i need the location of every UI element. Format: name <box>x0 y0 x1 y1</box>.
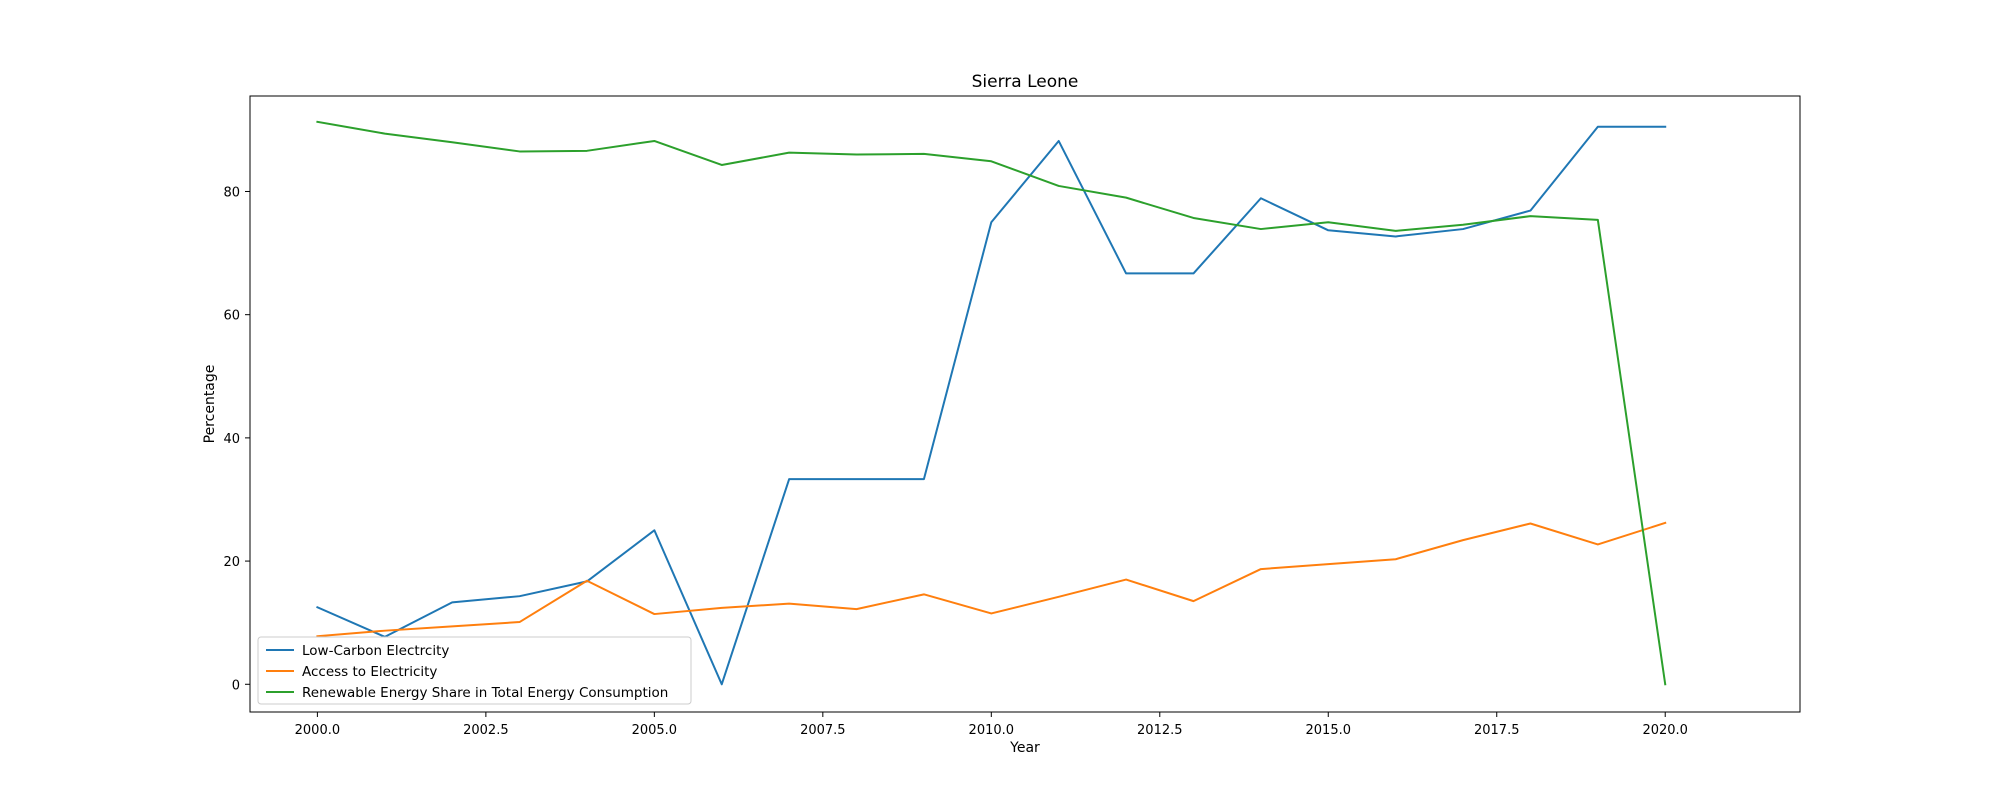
x-tick-label: 2002.5 <box>463 723 509 738</box>
legend-label-1: Low-Carbon Electrcity <box>302 643 449 659</box>
x-axis-ticks: 2000.0 2002.5 2005.0 2007.5 2010.0 2012.5 2015… <box>295 712 1688 738</box>
x-tick-label: 2012.5 <box>1137 723 1183 738</box>
x-tick-label: 2010.0 <box>969 723 1015 738</box>
y-axis-title: Percentage <box>202 365 218 444</box>
x-tick-label: 2017.5 <box>1474 723 1520 738</box>
plot-lines <box>316 120 1667 686</box>
y-axis-ticks: 0 20 40 60 80 <box>223 185 250 693</box>
plot-frame <box>249 95 1801 713</box>
x-tick-label: 2007.5 <box>800 723 846 738</box>
series-line-3 <box>316 120 1667 686</box>
y-tick-label: 80 <box>223 185 240 200</box>
x-tick-label: 2000.0 <box>295 723 341 738</box>
legend: Low-Carbon Electrcity Access to Electrici… <box>257 636 692 705</box>
legend-label-3: Renewable Energy Share in Total Energy C… <box>302 685 668 701</box>
x-tick-label: 2015.0 <box>1306 723 1352 738</box>
x-tick-label: 2020.0 <box>1642 723 1688 738</box>
y-tick-label: 60 <box>223 309 240 324</box>
series-line-1 <box>316 125 1667 686</box>
y-tick-label: 20 <box>223 555 240 570</box>
series-line-2 <box>316 521 1667 638</box>
legend-label-2: Access to Electricity <box>302 664 437 680</box>
chart-title: Sierra Leone <box>972 72 1079 92</box>
y-tick-label: 40 <box>223 432 240 447</box>
x-axis-title: Year <box>1009 740 1040 756</box>
legend-box <box>257 636 692 705</box>
x-tick-label: 2005.0 <box>632 723 678 738</box>
y-tick-label: 0 <box>232 678 240 693</box>
